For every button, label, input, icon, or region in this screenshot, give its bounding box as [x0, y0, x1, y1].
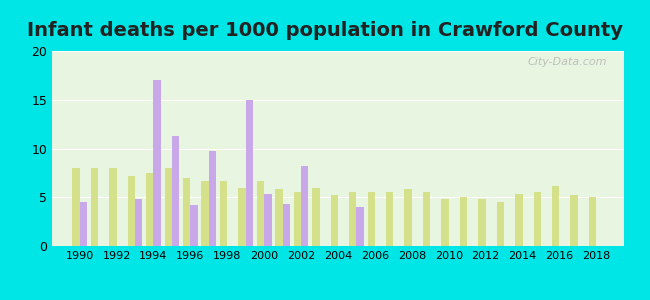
Bar: [80, 202, 87, 246]
Bar: [183, 178, 190, 246]
Bar: [534, 192, 541, 246]
Bar: [127, 176, 135, 246]
Bar: [275, 190, 283, 246]
Bar: [190, 205, 198, 246]
Bar: [220, 181, 228, 246]
Bar: [349, 192, 356, 246]
Bar: [164, 168, 172, 246]
Bar: [153, 80, 161, 246]
Bar: [202, 181, 209, 246]
Bar: [209, 152, 216, 246]
Bar: [367, 192, 375, 246]
Bar: [72, 168, 80, 246]
Bar: [460, 197, 467, 246]
Bar: [312, 188, 320, 246]
Text: Infant deaths per 1000 population in Crawford County: Infant deaths per 1000 population in Cra…: [27, 21, 623, 40]
Text: City-Data.com: City-Data.com: [527, 57, 607, 67]
Bar: [146, 173, 153, 246]
Bar: [589, 197, 596, 246]
Legend: Crawford County, Iowa: Crawford County, Iowa: [224, 299, 452, 300]
Bar: [239, 188, 246, 246]
Bar: [441, 199, 448, 246]
Bar: [515, 194, 523, 246]
Bar: [264, 194, 272, 246]
Bar: [135, 199, 142, 246]
Bar: [294, 192, 301, 246]
Bar: [331, 195, 338, 246]
Bar: [109, 168, 116, 246]
Bar: [283, 204, 290, 246]
Bar: [386, 192, 393, 246]
Bar: [478, 199, 486, 246]
Bar: [301, 166, 309, 246]
Bar: [423, 192, 430, 246]
Bar: [571, 195, 578, 246]
Bar: [257, 181, 264, 246]
Bar: [246, 100, 253, 246]
Bar: [404, 190, 412, 246]
Bar: [497, 202, 504, 246]
Bar: [172, 136, 179, 246]
Bar: [552, 185, 560, 246]
Bar: [356, 207, 364, 246]
Bar: [91, 168, 98, 246]
